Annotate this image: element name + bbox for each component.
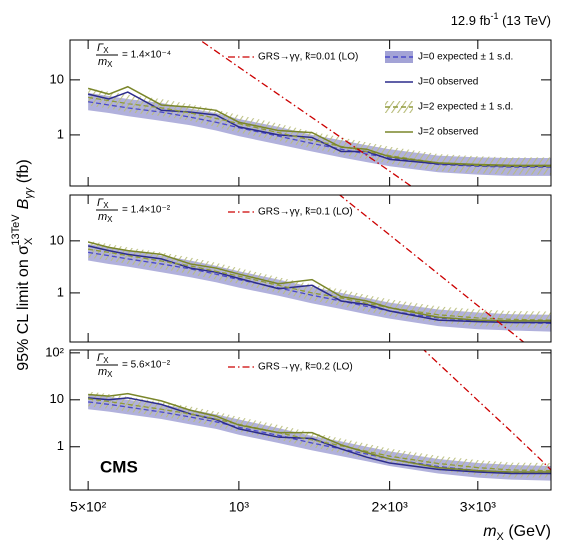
ratio-value: = 1.4×10⁻⁴ [122,50,171,61]
frame [69,194,552,343]
theory-line [338,195,525,342]
ratio-numerator: ΓX [97,42,109,55]
y-label-sub: X [23,237,35,245]
ratio-value: = 1.4×10⁻² [122,205,171,216]
ratio-symbol: Γ [97,197,104,209]
expected-line [88,101,551,168]
frame [69,39,552,187]
legend-label: J=0 observed [418,77,478,88]
hatched-band [88,240,551,329]
lumi-energy: (13 TeV) [498,13,551,28]
x-tick-label: 10³ [229,499,250,515]
y-tick-label: 1 [57,126,64,141]
expected-line [88,398,551,472]
plot-area [88,350,551,481]
y-label-factor: B [15,198,32,209]
lumi-sup: -1 [490,11,498,21]
legend-label: J=2 observed [418,127,478,138]
ratio-symbol: m [98,366,107,378]
y-tick-label: 1 [57,284,64,299]
plot-area [87,195,551,342]
y-label-unit: (fb) [15,159,32,187]
legend-label: GRS→γγ, k̃=0.1 (LO) [258,207,353,218]
observed-line [88,397,551,475]
y-tick-label: 1 [57,438,64,453]
x-axis-label: mX (GeV) [483,523,551,543]
theory-line [423,350,551,471]
observed-line [87,241,551,322]
ratio-subscript: X [107,60,113,69]
y-label-factor-sub: γγ [23,186,35,199]
x-label-text: m [483,523,496,540]
ratio-subscript: X [103,356,109,365]
hatched-band [88,88,551,175]
ratio-subscript: X [103,46,109,55]
ratio-denominator: mX [98,56,113,69]
y-axis-label: 95% CL limit on σX13TeV Bγγ (fb) [10,159,35,370]
legend-label: J=0 expected ± 1 s.d. [418,52,513,63]
x-tick-label: 2×10³ [372,499,409,515]
legend-label: J=2 expected ± 1 s.d. [418,102,513,113]
ratio-value: = 5.6×10⁻² [122,360,171,371]
y-tick-label: 10 [50,391,64,406]
y-label-sup: 13TeV [10,214,22,246]
legend-swatch [385,101,413,113]
ratio-symbol: Γ [97,42,104,54]
legend-swatch [385,51,413,63]
ratio-subscript: X [103,201,109,210]
lumi-text: 12.9 fb [451,13,491,28]
legend-label: GRS→γγ, k̃=0.2 (LO) [258,362,353,373]
frame [69,349,552,491]
expected-line [88,248,551,321]
ratio-symbol: m [98,56,107,68]
y-tick-label: 10 [50,71,64,86]
x-label-unit: (GeV) [504,523,551,540]
ratio-subscript: X [107,370,113,379]
ratio-denominator: mX [98,366,113,379]
x-tick-label: 3×10³ [460,499,497,515]
observed-line [87,85,551,167]
theory-line [198,40,412,186]
ratio-numerator: ΓX [97,352,109,365]
y-tick-label: 10² [45,344,64,359]
x-label-sub: X [497,531,505,543]
experiment-label: CMS [100,457,138,476]
lumi-label: 12.9 fb-1 (13 TeV) [451,11,551,28]
y-label-text: 95% CL limit on σ [15,245,32,371]
plot-area [87,40,551,186]
ratio-subscript: X [107,215,113,224]
legend-label: GRS→γγ, k̃=0.01 (LO) [258,52,358,63]
x-tick-label: 5×10² [70,499,107,515]
ratio-symbol: Γ [97,352,104,364]
y-tick-label: 10 [50,232,64,247]
ratio-numerator: ΓX [97,197,109,210]
ratio-symbol: m [98,211,107,223]
ratio-denominator: mX [98,211,113,224]
observed-line [88,392,551,473]
observed-line [87,245,551,324]
